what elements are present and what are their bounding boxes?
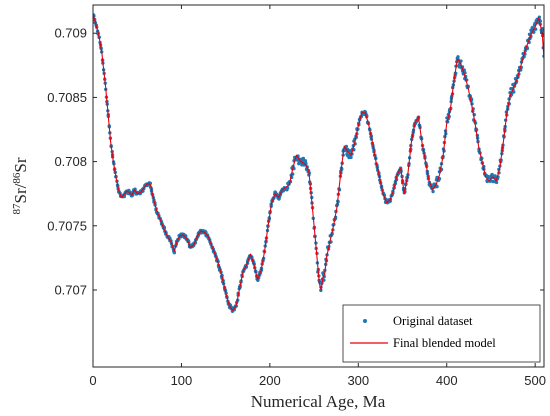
y-tick-label: 0.7085 (47, 90, 87, 105)
y-axis-label: 87Sr/86Sr (11, 157, 30, 214)
y-label-base2: Sr (11, 157, 30, 172)
data-point (459, 59, 463, 63)
data-point (172, 250, 177, 255)
legend-scatter-marker (363, 319, 367, 323)
data-point (494, 180, 499, 185)
x-tick-label: 100 (171, 373, 193, 388)
x-tick-label: 200 (259, 373, 281, 388)
y-axis: 0.707 0.7075 0.708 0.7085 0.709 (47, 26, 544, 297)
legend-box (342, 304, 541, 363)
y-tick-label: 0.7075 (47, 218, 87, 233)
axes-box (92, 4, 545, 368)
data-point (349, 155, 353, 160)
plot-area (93, 13, 544, 313)
x-tick-label: 300 (347, 373, 369, 388)
x-axis: 0 100 200 300 400 500 (89, 5, 546, 388)
final-blended-model-line (93, 13, 544, 312)
data-point (431, 189, 435, 194)
y-label-sup2: 86 (11, 172, 23, 184)
data-point (301, 156, 306, 161)
data-point (303, 159, 308, 163)
legend-line-label: Final blended model (393, 336, 496, 350)
y-tick-label: 0.708 (54, 154, 87, 169)
y-tick-label: 0.707 (54, 282, 87, 297)
legend: Original dataset Final blended model (342, 304, 541, 363)
x-axis-label: Numerical Age, Ma (251, 392, 386, 411)
data-point (512, 90, 516, 94)
data-point (435, 184, 439, 189)
y-label-sup1: 87 (11, 203, 23, 215)
x-tick-label: 500 (524, 373, 546, 388)
y-tick-label: 0.709 (54, 26, 87, 41)
model-line-series (93, 13, 544, 312)
legend-scatter-label: Original dataset (393, 314, 473, 328)
x-tick-label: 0 (89, 373, 96, 388)
data-point (456, 55, 460, 59)
y-label-base1: Sr/ (11, 183, 30, 203)
x-tick-label: 400 (436, 373, 458, 388)
data-point (485, 179, 489, 184)
